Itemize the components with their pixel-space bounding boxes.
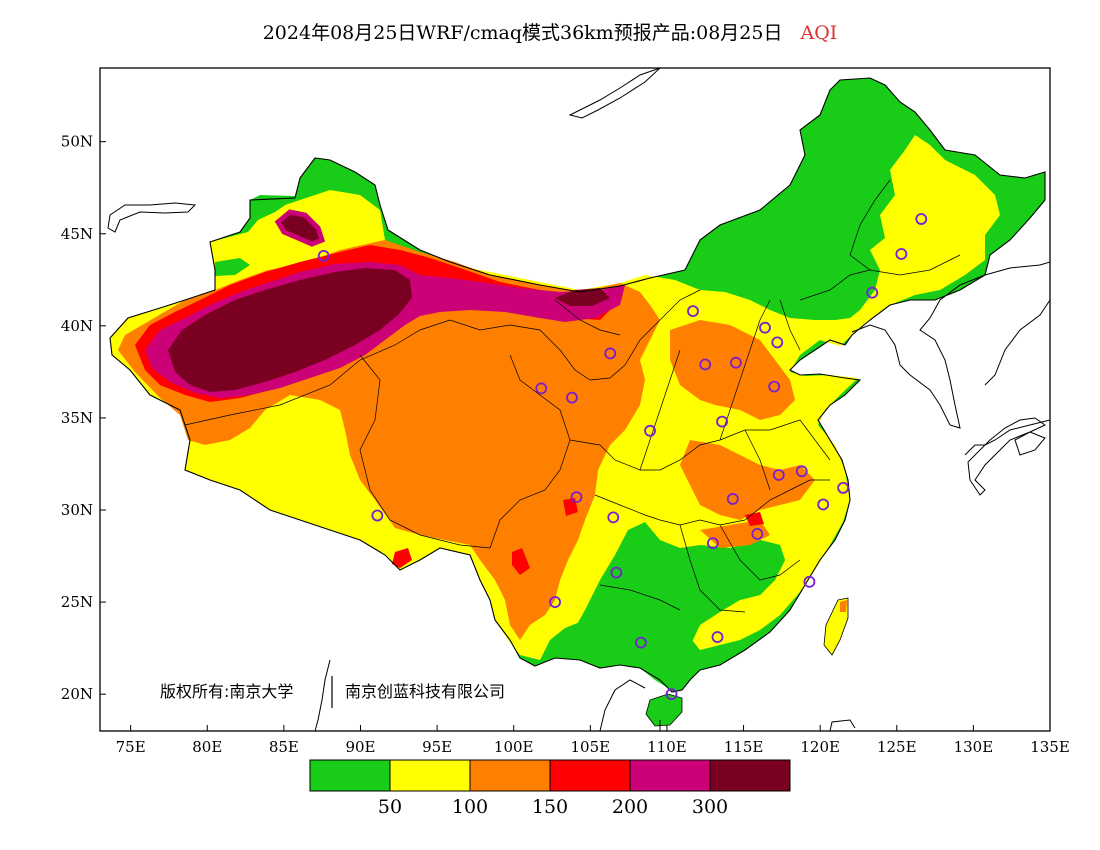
lon-tick-label: 80E [192, 738, 222, 756]
lat-tick-label: 30N [61, 501, 93, 519]
lon-tick-label: 75E [116, 738, 146, 756]
lat-tick-label: 45N [61, 225, 93, 243]
region-red-spot-2 [512, 548, 530, 575]
axis-ticks: 75E 80E 85E 90E 95E 100E 105E 110E 115E 120E 125E 1… [61, 133, 1070, 756]
station-marker [607, 511, 620, 524]
copyright-right: 南京创蓝科技有限公司 [345, 682, 505, 701]
region-taiwan [823, 597, 849, 656]
station-marker [803, 575, 816, 588]
legend-swatch [469, 759, 551, 792]
station-marker [795, 465, 808, 478]
station-marker [837, 481, 850, 494]
station-marker [895, 248, 908, 260]
station-marker [317, 249, 330, 262]
station-marker [726, 493, 739, 505]
station-marker [866, 286, 879, 299]
station-marker [665, 688, 678, 701]
lon-tick-label: 85E [269, 738, 299, 756]
lon-tick-label: 105E [571, 738, 611, 756]
copyright-left: 版权所有:南京大学 [160, 682, 293, 701]
lon-tick-label: 135E [1030, 738, 1070, 756]
legend-swatch [389, 759, 471, 792]
lon-tick-label: 100E [494, 738, 534, 756]
station-marker [566, 391, 578, 404]
region-taiwan-orange [840, 600, 847, 612]
station-marker [570, 491, 583, 504]
legend-label: 50 [378, 796, 402, 818]
region-maroon-junggar [278, 212, 322, 244]
station-marker [771, 336, 784, 349]
region-red-spot-4 [745, 512, 764, 526]
map-frame [99, 67, 1051, 732]
station-marker [644, 424, 656, 437]
lon-tick-label: 130E [954, 738, 994, 756]
station-marker [716, 415, 728, 428]
station-marker [759, 321, 771, 334]
station-marker [707, 537, 719, 550]
station-marker [751, 528, 764, 540]
lon-tick-label: 95E [422, 738, 452, 756]
station-marker [604, 347, 617, 360]
region-orange-east-1 [670, 320, 795, 420]
station-marker [699, 358, 712, 371]
lat-tick-label: 40N [61, 317, 93, 335]
legend-swatch [549, 759, 631, 792]
map-panel [109, 77, 1046, 727]
city-stations [317, 213, 928, 701]
station-marker [535, 382, 548, 395]
map-title: 2024年08月25日WRF/cmaq模式36km预报产品:08月25日 AQI [0, 18, 1100, 45]
region-hainan [645, 693, 683, 727]
china-border [109, 77, 1046, 693]
station-marker [768, 380, 781, 393]
lon-tick-label: 120E [800, 738, 840, 756]
region-green-south [565, 522, 785, 688]
station-marker [687, 305, 699, 318]
region-maroon-mongolia [555, 288, 610, 306]
station-marker [817, 498, 830, 511]
station-marker [729, 356, 742, 369]
map-title-variable: AQI [800, 22, 838, 44]
region-orange-east-2 [680, 440, 815, 520]
station-marker [549, 596, 561, 608]
station-marker [634, 636, 647, 649]
lat-tick-label: 20N [61, 685, 93, 703]
lat-tick-label: 25N [61, 593, 93, 611]
copyright-block: 版权所有:南京大学 南京创蓝科技有限公司 [160, 676, 505, 708]
legend-swatch [309, 759, 391, 792]
province-boundaries [184, 179, 961, 613]
lon-tick-label: 110E [647, 738, 687, 756]
region-green-north-xinjiang [250, 160, 330, 220]
legend-swatch [629, 759, 711, 792]
region-green-west-xinjiang [215, 258, 250, 276]
legend-label: 300 [692, 796, 728, 818]
station-marker [610, 566, 623, 579]
foreign-coastlines [107, 68, 1050, 731]
legend-swatch [709, 759, 791, 792]
station-marker [915, 213, 928, 225]
station-marker [711, 631, 724, 643]
region-maroon-tarim [168, 268, 412, 392]
aqi-legend: 50 100 150 200 300 [309, 759, 791, 818]
station-marker [371, 509, 384, 522]
legend-label: 150 [532, 796, 568, 818]
legend-label: 200 [612, 796, 648, 818]
region-red-spot-1 [392, 548, 412, 568]
lat-tick-label: 50N [61, 133, 93, 151]
station-marker [772, 469, 785, 481]
lon-tick-label: 125E [877, 738, 917, 756]
lat-tick-label: 35N [61, 409, 93, 427]
lon-tick-label: 90E [345, 738, 375, 756]
region-purple-junggar-ring [274, 209, 326, 247]
map-title-main: 2024年08月25日WRF/cmaq模式36km预报产品:08月25日 [262, 22, 783, 44]
legend-label: 100 [452, 796, 488, 818]
lon-tick-label: 115E [724, 738, 764, 756]
